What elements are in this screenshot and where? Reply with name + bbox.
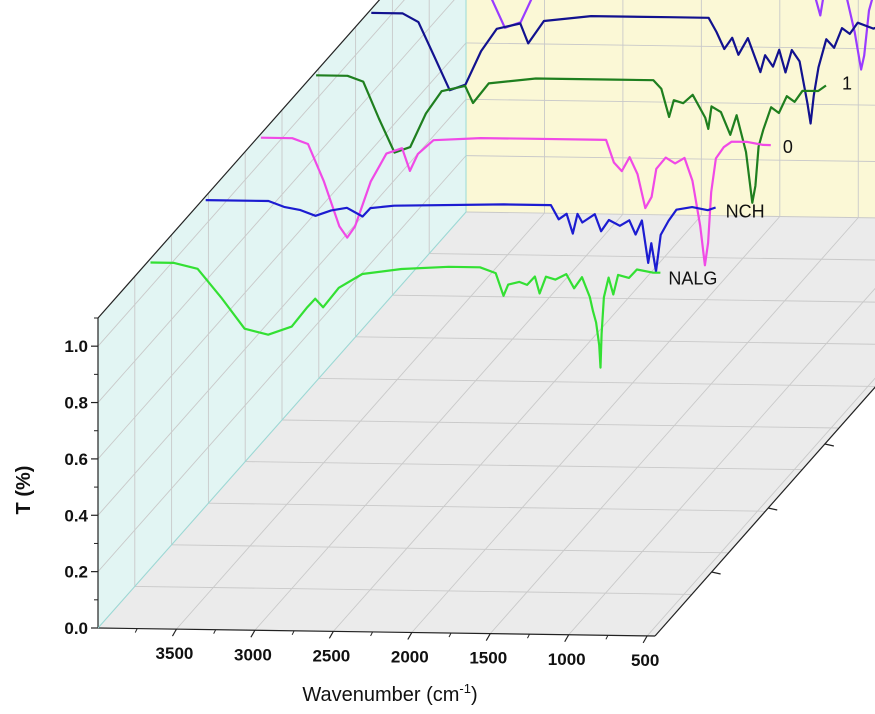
x-axis-title: Wavenumber (cm-1): [302, 681, 477, 706]
series-label-nalg: NALG: [668, 269, 717, 289]
x-minor-tick: [135, 629, 137, 633]
y-tick-label-3: 0.6: [64, 450, 88, 469]
x-tick-6: [643, 636, 647, 643]
y-tick-label-1: 0.2: [64, 563, 88, 582]
depth-tick-1: [712, 572, 721, 574]
x-minor-tick: [371, 632, 373, 636]
x-minor-tick: [606, 635, 608, 639]
y-axis-title: T (%): [13, 466, 35, 515]
x-tick-5: [565, 635, 569, 642]
x-tick-4: [486, 634, 490, 641]
x-tick-3: [408, 633, 412, 640]
y-axis-ticks: 0.0 0.2 0.4 0.6 0.8 1.0: [64, 318, 98, 638]
series-label-0: 0: [783, 137, 793, 157]
depth-tick-2: [768, 508, 777, 510]
y-tick-label-4: 0.8: [64, 394, 88, 413]
x-tick-label-5: 1000: [548, 650, 586, 669]
x-tick-label-1: 3000: [234, 645, 272, 664]
x-minor-tick: [449, 633, 451, 637]
x-minor-tick: [214, 630, 216, 634]
y-tick-label-0: 0.0: [64, 619, 88, 638]
x-tick-0: [172, 629, 176, 636]
series-label-nch: NCH: [726, 201, 765, 221]
depth-tick-3: [825, 444, 834, 446]
x-tick-label-0: 3500: [156, 644, 194, 663]
x-minor-tick: [527, 634, 529, 638]
x-tick-1: [251, 630, 255, 637]
x-tick-label-2: 2500: [312, 646, 350, 665]
series-label-1: 1: [842, 73, 852, 93]
x-tick-label-4: 1500: [469, 649, 507, 668]
x-tick-label-3: 2000: [391, 648, 429, 667]
x-minor-tick: [292, 631, 294, 635]
y-tick-label-5: 1.0: [64, 337, 88, 356]
x-tick-label-6: 500: [631, 651, 659, 670]
y-tick-label-2: 0.4: [64, 506, 88, 525]
x-tick-2: [329, 631, 333, 638]
